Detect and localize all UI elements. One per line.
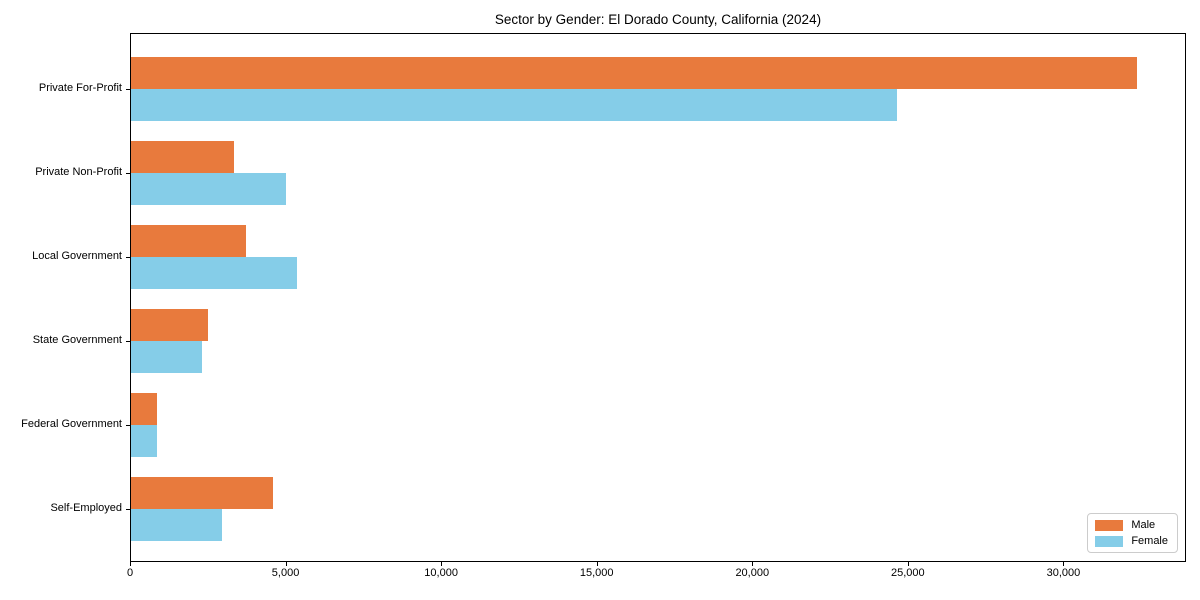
x-tick-label-5-000: 5,000 [271,567,300,579]
x-tick-label-25-000: 25,000 [891,567,925,579]
bar-male-self-employed [131,476,273,509]
x-tick-label-20-000: 20,000 [735,567,770,579]
legend-label-female: Female [1131,535,1168,547]
y-tick-label-federal-government: Federal Government [21,417,122,430]
bar-female-private-for-profit [131,88,897,121]
y-tick-mark [126,340,130,342]
legend-label-male: Male [1131,519,1156,531]
bar-female-federal-government [131,424,157,457]
y-tick-label-private-non-profit: Private Non-Profit [35,165,122,178]
chart-title: Sector by Gender: El Dorado County, Cali… [494,12,822,27]
bar-male-local-government [131,224,246,257]
bar-male-private-non-profit [131,140,234,173]
y-tick-mark [126,424,130,426]
x-tick-mark [752,562,754,566]
bar-female-local-government [131,256,297,289]
bar-male-federal-government [131,392,157,425]
bar-male-state-government [131,308,208,341]
legend-item-male: Male [1095,519,1168,531]
y-tick-mark [126,88,130,90]
bar-female-self-employed [131,508,222,541]
y-tick-mark [126,508,130,510]
bar-male-private-for-profit [131,56,1137,89]
x-tick-mark [441,562,443,566]
x-tick-label-10-000: 10,000 [424,567,458,579]
x-tick-mark [285,562,287,566]
x-tick-label-15-000: 15,000 [579,567,614,579]
y-tick-mark [126,256,130,258]
x-tick-mark [907,562,909,566]
x-tick-label-0: 0 [126,567,134,579]
legend-item-female: Female [1095,535,1168,547]
x-tick-mark [596,562,598,566]
x-tick-mark [130,562,131,566]
y-tick-label-local-government: Local Government [32,249,122,262]
y-tick-label-state-government: State Government [32,333,122,346]
y-tick-mark [126,172,130,174]
x-tick-label-30-000: 30,000 [1046,567,1081,579]
female-swatch-icon [1095,535,1124,547]
y-tick-label-self-employed: Self-Employed [50,501,122,514]
bar-female-private-non-profit [131,172,286,205]
legend: Male Female [1087,513,1178,553]
male-swatch-icon [1095,519,1124,531]
bar-female-state-government [131,340,202,373]
x-tick-mark [1063,562,1065,566]
plot-area: Male Female [130,33,1186,562]
y-tick-label-private-for-profit: Private For-Profit [38,81,122,94]
